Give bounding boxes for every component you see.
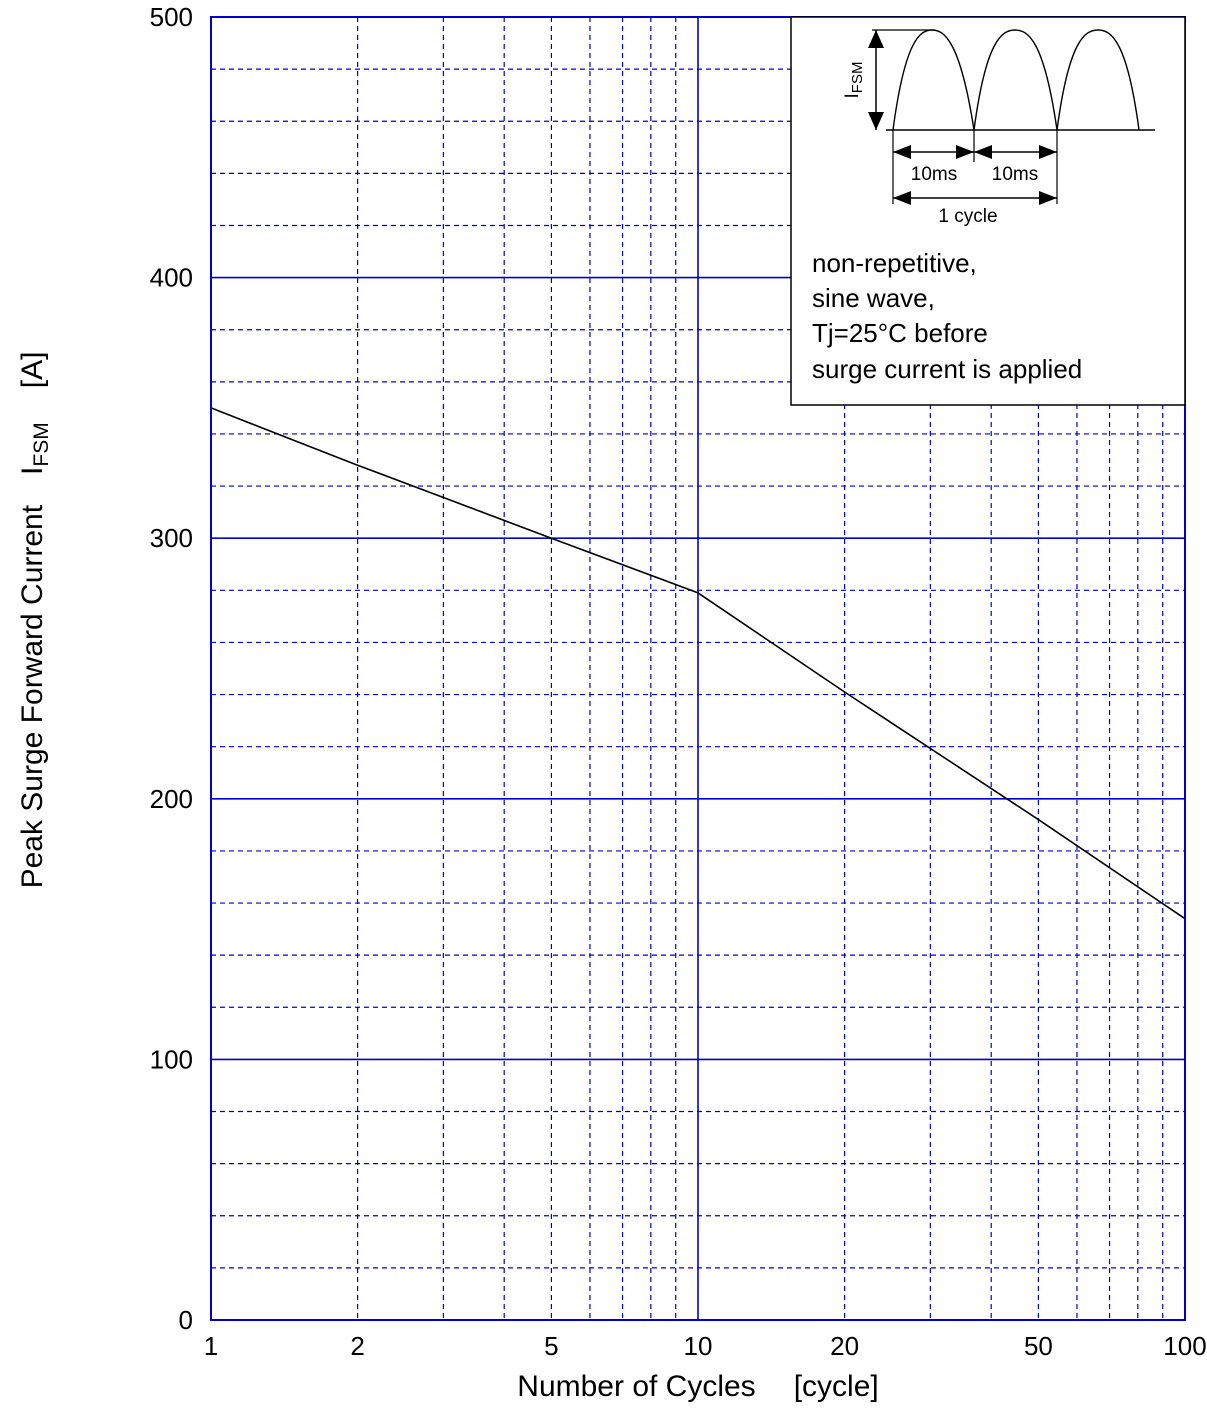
y-tick-label: 200	[150, 784, 193, 814]
half-cycle-arrow-1	[893, 145, 974, 159]
x-tick-label: 100	[1163, 1331, 1206, 1361]
x-tick-label: 50	[1024, 1331, 1053, 1361]
inset-note-2: sine wave,	[812, 283, 935, 313]
series-line	[210, 407, 1186, 920]
x-tick-label: 20	[830, 1331, 859, 1361]
x-axis-title: Number of Cycles [cycle]	[517, 1370, 878, 1403]
inset-box: IFSM 10ms 10ms 1 cycle non-repetitive, s…	[790, 16, 1186, 406]
y-tick-label: 0	[179, 1305, 193, 1335]
inset-ifsm-label: IFSM	[842, 62, 866, 99]
y-tick-label: 100	[150, 1044, 193, 1074]
x-tick-labels: 1 2 5 10 20 50 100	[204, 1331, 1207, 1361]
inset-note-1: non-repetitive,	[812, 248, 977, 278]
half-cycle-label-1: 10ms	[911, 164, 957, 185]
half-cycle-arrow-2	[974, 145, 1057, 159]
x-tick-label: 1	[204, 1331, 218, 1361]
x-tick-label: 5	[544, 1331, 558, 1361]
full-cycle-label: 1 cycle	[938, 206, 997, 227]
y-tick-label: 300	[150, 523, 193, 553]
inset-note-3: Tj=25°C before	[812, 318, 988, 348]
y-tick-label: 400	[150, 263, 193, 293]
y-axis-title: Peak Surge Forward CurrentIFSM[A]	[16, 352, 53, 889]
half-cycle-label-2: 10ms	[992, 164, 1038, 185]
y-tick-labels: 0 100 200 300 400 500	[150, 2, 193, 1335]
series-layer	[210, 407, 1186, 920]
x-tick-label: 10	[684, 1331, 713, 1361]
x-tick-label: 2	[350, 1331, 364, 1361]
full-cycle-arrow	[893, 191, 1057, 205]
plot-area-frame	[210, 16, 1186, 1321]
inset-note-4: surge current is applied	[812, 354, 1082, 384]
y-tick-label: 500	[150, 2, 193, 32]
